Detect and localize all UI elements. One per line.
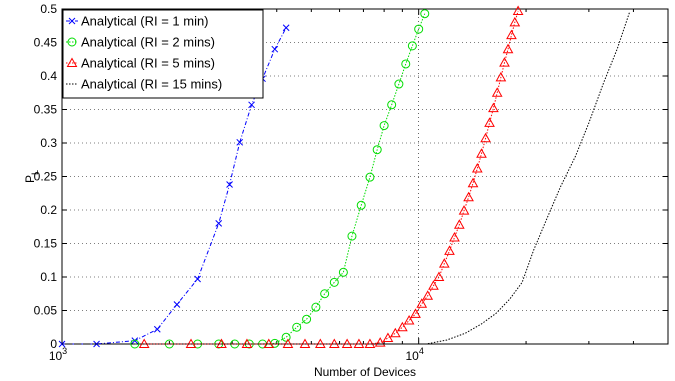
triangle-marker [502, 43, 514, 54]
circle-marker [372, 145, 382, 155]
series-group [58, 5, 630, 349]
y-tick-label: 0.35 [34, 103, 58, 117]
triangle-marker [389, 327, 401, 338]
triangle-marker [506, 29, 517, 40]
legend-entry-4: Analytical (RI = 15 mins) [66, 77, 222, 92]
x-marker [131, 337, 139, 345]
triangle-marker [499, 57, 510, 67]
y-tick-label: 0.15 [34, 237, 58, 251]
triangle-marker [422, 290, 434, 300]
x-marker [93, 340, 100, 348]
triangle-marker [410, 308, 421, 318]
legend-box [62, 9, 264, 99]
triangle-marker [66, 57, 78, 67]
y-tick-label: 0.25 [34, 170, 58, 184]
triangle-marker [374, 337, 386, 347]
circle-marker [67, 37, 77, 47]
triangle-marker [433, 271, 445, 281]
triangle-marker [449, 231, 460, 242]
triangle-marker [403, 315, 415, 325]
x-marker [236, 138, 244, 146]
circle-marker [338, 267, 348, 277]
triangle-marker [480, 132, 491, 143]
circle-marker [347, 231, 357, 241]
triangle-marker [382, 332, 394, 342]
x-marker [68, 17, 76, 25]
circle-marker [401, 59, 411, 69]
triangle-marker [463, 191, 474, 202]
triangle-marker [438, 258, 450, 268]
circle-marker [394, 79, 404, 89]
triangle-marker [512, 5, 524, 16]
legend-entry-1: Analytical (RI = 1 min) [66, 14, 209, 29]
series-4 [62, 12, 630, 345]
y-tick-label: 0.05 [34, 304, 58, 318]
circle-marker [379, 121, 389, 131]
triangle-marker [397, 321, 408, 332]
circle-marker [281, 332, 291, 342]
circle-marker [311, 302, 321, 312]
legend-label: Analytical (RI = 5 mins) [81, 56, 215, 71]
triangle-marker [453, 219, 465, 229]
axis-ticks: 0 0.05 0.1 0.15 0.2 0.25 0.3 0.35 0.4 0.45 0.5 103 1… [34, 2, 669, 363]
x-tick-label: 104 [405, 346, 423, 363]
triangle-marker [458, 205, 470, 215]
circle-marker [387, 100, 397, 110]
triangle-marker [484, 117, 495, 127]
circle-marker [292, 322, 302, 332]
circle-marker [320, 289, 330, 299]
x-marker [173, 301, 181, 308]
triangle-marker [491, 87, 503, 97]
y-axis-label: PL [23, 170, 40, 183]
series-line [62, 12, 630, 345]
triangle-marker [476, 148, 487, 158]
y-tick-label: 0.45 [34, 36, 58, 50]
triangle-marker [509, 16, 521, 27]
triangle-marker [495, 71, 507, 82]
y-tick-label: 0.1 [40, 270, 57, 284]
y-axis-title: PL [23, 170, 40, 183]
legend: Analytical (RI = 1 min) Analytical (RI = … [62, 9, 264, 99]
x-marker [215, 220, 223, 227]
series-1 [58, 24, 290, 348]
x-marker [194, 275, 201, 283]
x-marker [282, 24, 290, 32]
x-axis-title: Number of Devices [314, 365, 416, 379]
circle-marker [130, 339, 140, 349]
circle-marker [420, 9, 430, 19]
circle-marker [329, 277, 339, 287]
legend-label: Analytical (RI = 15 mins) [81, 77, 222, 92]
triangle-marker [416, 298, 428, 308]
triangle-marker [488, 102, 499, 113]
legend-label: Analytical (RI = 2 mins) [81, 35, 215, 50]
y-tick-label: 0 [50, 337, 57, 351]
y-axis-title-main: P [23, 175, 37, 183]
y-tick-label: 0.5 [40, 2, 57, 16]
x-axis-label: Number of Devices [314, 365, 416, 379]
triangle-marker [467, 177, 479, 188]
y-tick-label: 0.4 [40, 69, 57, 83]
circle-marker [407, 41, 417, 51]
triangle-marker [471, 162, 483, 173]
x-marker [153, 325, 161, 333]
circle-marker [356, 200, 366, 210]
x-marker [271, 45, 279, 53]
circle-marker [414, 24, 424, 34]
x-marker [226, 181, 233, 188]
y-tick-label: 0.3 [40, 136, 57, 150]
legend-label: Analytical (RI = 1 min) [81, 14, 209, 29]
x-marker [248, 101, 255, 109]
legend-entry-2: Analytical (RI = 2 mins) [66, 35, 215, 50]
x-tick-label: 103 [49, 346, 67, 363]
y-axis-title-subscript: L [30, 170, 40, 175]
legend-entry-3: Analytical (RI = 5 mins) [66, 56, 215, 71]
circle-marker [365, 172, 375, 182]
y-tick-label: 0.2 [40, 203, 57, 217]
circle-marker [302, 314, 312, 324]
triangle-marker [428, 280, 439, 290]
triangle-marker [444, 245, 455, 255]
